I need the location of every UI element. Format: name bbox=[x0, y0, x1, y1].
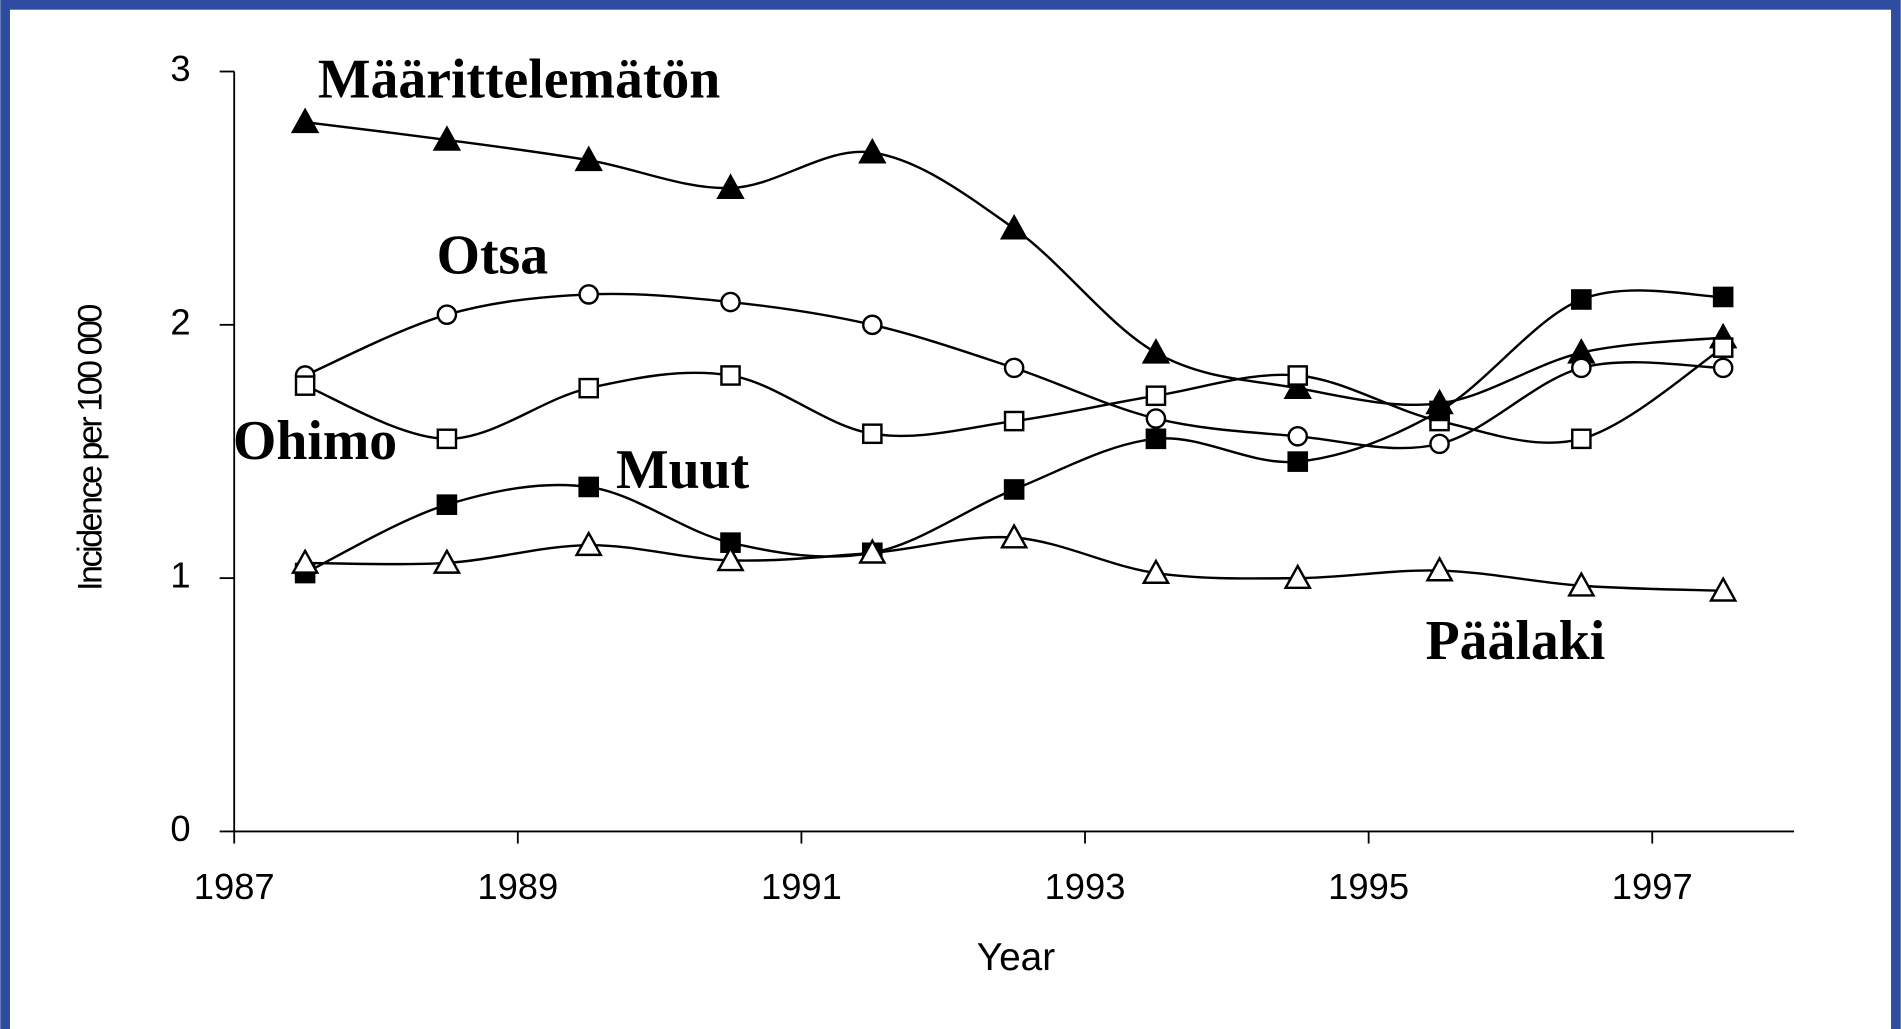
x-tick-label: 1995 bbox=[1328, 866, 1409, 907]
marker bbox=[436, 494, 458, 515]
y-tick-label: 3 bbox=[170, 48, 190, 89]
x-tick-label: 1993 bbox=[1045, 866, 1126, 907]
marker bbox=[1712, 357, 1734, 379]
series-name: Päälaki bbox=[1426, 610, 1606, 672]
marker bbox=[574, 530, 603, 557]
marker bbox=[432, 125, 462, 151]
marker bbox=[716, 173, 745, 199]
series-name: Otsa bbox=[437, 224, 549, 286]
marker bbox=[1145, 385, 1167, 407]
marker bbox=[999, 213, 1029, 240]
y-tick-label: 1 bbox=[170, 555, 190, 596]
x-tick-label: 1987 bbox=[194, 866, 275, 907]
marker bbox=[716, 545, 745, 572]
marker bbox=[858, 538, 887, 564]
marker bbox=[1712, 286, 1734, 308]
marker bbox=[1287, 365, 1309, 386]
marker bbox=[720, 291, 741, 313]
marker bbox=[1571, 428, 1592, 450]
series-name: Muut bbox=[616, 439, 750, 501]
marker bbox=[1287, 451, 1309, 472]
marker bbox=[999, 522, 1029, 549]
marker bbox=[1429, 433, 1450, 455]
marker bbox=[1287, 425, 1309, 447]
marker bbox=[290, 107, 320, 134]
marker bbox=[436, 304, 458, 325]
marker bbox=[1571, 357, 1592, 379]
y-tick-label: 0 bbox=[170, 808, 190, 849]
marker bbox=[1141, 558, 1171, 584]
marker bbox=[1003, 479, 1025, 500]
series-name: Ohimo bbox=[233, 410, 397, 472]
marker bbox=[1567, 571, 1596, 597]
x-axis-label: Year bbox=[977, 936, 1055, 979]
y-axis-label: Incidence per 100 000 bbox=[71, 304, 109, 590]
marker bbox=[432, 548, 462, 574]
marker bbox=[1425, 555, 1454, 582]
marker bbox=[1571, 289, 1592, 310]
marker bbox=[1712, 337, 1734, 358]
marker bbox=[1003, 410, 1025, 432]
x-tick-label: 1991 bbox=[761, 866, 842, 907]
marker bbox=[1708, 576, 1738, 602]
marker bbox=[1141, 338, 1171, 364]
marker bbox=[578, 284, 600, 305]
marker bbox=[578, 476, 600, 498]
marker bbox=[1283, 373, 1312, 400]
marker bbox=[290, 548, 320, 574]
x-tick-label: 1997 bbox=[1612, 866, 1693, 907]
marker bbox=[720, 365, 741, 386]
marker bbox=[1283, 563, 1312, 590]
marker bbox=[1145, 408, 1167, 429]
marker bbox=[578, 377, 600, 399]
y-tick-label: 2 bbox=[170, 301, 190, 342]
x-tick-label: 1989 bbox=[477, 866, 558, 907]
series-name: Määrittelemätön bbox=[318, 49, 720, 111]
marker bbox=[574, 145, 603, 172]
marker bbox=[862, 423, 883, 445]
marker bbox=[294, 375, 316, 396]
marker bbox=[1429, 400, 1450, 422]
marker bbox=[858, 137, 887, 164]
marker bbox=[1003, 357, 1025, 379]
marker bbox=[436, 428, 458, 450]
marker bbox=[1145, 428, 1167, 450]
marker bbox=[862, 314, 883, 336]
